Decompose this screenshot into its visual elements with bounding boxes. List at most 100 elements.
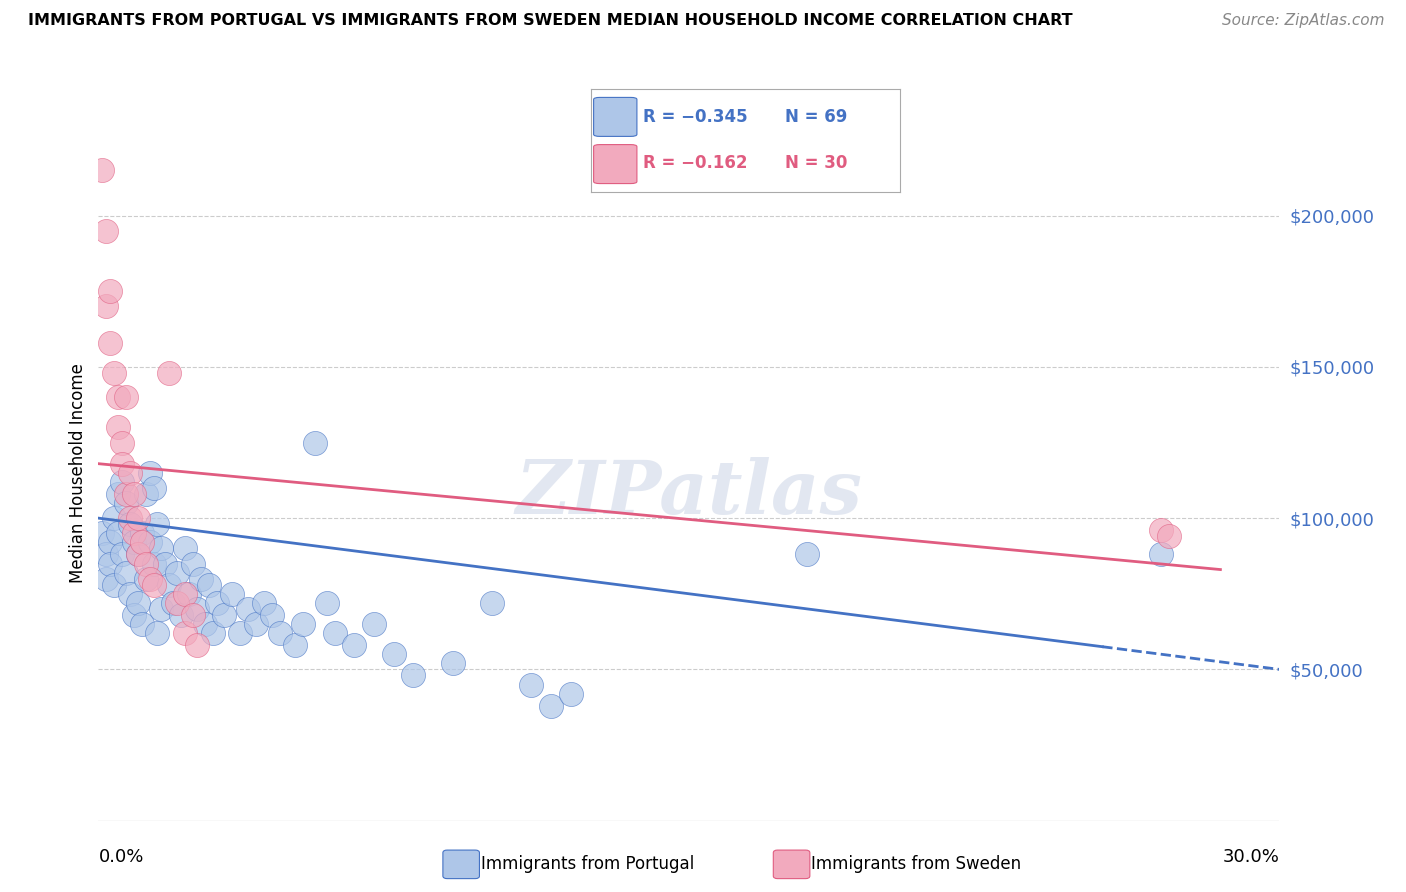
Text: IMMIGRANTS FROM PORTUGAL VS IMMIGRANTS FROM SWEDEN MEDIAN HOUSEHOLD INCOME CORRE: IMMIGRANTS FROM PORTUGAL VS IMMIGRANTS F…	[28, 13, 1073, 29]
Point	[560, 687, 582, 701]
Point	[111, 548, 134, 562]
Point	[135, 487, 157, 501]
Point	[315, 596, 337, 610]
Point	[127, 511, 149, 525]
Point	[107, 420, 129, 434]
Point	[131, 617, 153, 632]
Y-axis label: Median Household Income: Median Household Income	[69, 363, 87, 582]
Point	[118, 466, 141, 480]
Point	[138, 466, 160, 480]
Point	[103, 366, 125, 380]
Point	[127, 596, 149, 610]
Point	[135, 572, 157, 586]
Point	[1150, 523, 1173, 537]
Text: 30.0%: 30.0%	[1223, 848, 1279, 866]
Point	[343, 638, 366, 652]
Point	[402, 668, 425, 682]
Point	[796, 548, 818, 562]
Point	[115, 566, 138, 580]
Point	[127, 548, 149, 562]
Point	[103, 511, 125, 525]
Point	[98, 535, 121, 549]
Point	[142, 481, 165, 495]
Point	[131, 535, 153, 549]
Point	[98, 285, 121, 299]
Point	[229, 626, 252, 640]
Point	[115, 390, 138, 404]
Point	[363, 617, 385, 632]
Text: ZIPatlas: ZIPatlas	[516, 458, 862, 530]
Text: R = −0.345: R = −0.345	[643, 108, 748, 126]
Point	[166, 596, 188, 610]
Point	[441, 657, 464, 671]
Point	[166, 566, 188, 580]
FancyBboxPatch shape	[593, 145, 637, 184]
Point	[190, 572, 212, 586]
Point	[98, 335, 121, 350]
Point	[96, 224, 118, 238]
Point	[269, 626, 291, 640]
Point	[118, 517, 141, 532]
Point	[142, 557, 165, 571]
Point	[177, 587, 200, 601]
Point	[201, 626, 224, 640]
Point	[253, 596, 276, 610]
Point	[138, 572, 160, 586]
Point	[111, 475, 134, 489]
Point	[107, 526, 129, 541]
Point	[122, 526, 145, 541]
Point	[122, 607, 145, 622]
Point	[146, 626, 169, 640]
Point	[284, 638, 307, 652]
Point	[118, 511, 141, 525]
Point	[122, 535, 145, 549]
Point	[1159, 529, 1181, 543]
Point	[107, 390, 129, 404]
Text: Immigrants from Sweden: Immigrants from Sweden	[811, 855, 1021, 873]
Point	[127, 548, 149, 562]
Point	[481, 596, 503, 610]
Point	[107, 487, 129, 501]
Point	[96, 572, 118, 586]
Point	[1150, 548, 1173, 562]
Text: N = 30: N = 30	[786, 154, 848, 172]
Point	[382, 647, 405, 661]
Point	[194, 617, 217, 632]
Point	[155, 557, 177, 571]
Point	[157, 577, 180, 591]
Point	[111, 435, 134, 450]
Point	[205, 596, 228, 610]
Point	[115, 487, 138, 501]
Point	[186, 638, 208, 652]
Point	[135, 557, 157, 571]
Point	[170, 607, 193, 622]
Point	[174, 541, 197, 556]
Point	[115, 496, 138, 510]
Point	[304, 435, 326, 450]
FancyBboxPatch shape	[593, 97, 637, 136]
Point	[174, 626, 197, 640]
Text: 0.0%: 0.0%	[98, 848, 143, 866]
Point	[150, 602, 173, 616]
Point	[540, 698, 562, 713]
Point	[323, 626, 346, 640]
Point	[142, 577, 165, 591]
Point	[150, 541, 173, 556]
Point	[118, 587, 141, 601]
Point	[146, 517, 169, 532]
Point	[221, 587, 243, 601]
Point	[96, 548, 118, 562]
Point	[292, 617, 315, 632]
Point	[181, 557, 204, 571]
Point	[157, 366, 180, 380]
Point	[91, 163, 114, 178]
Text: N = 69: N = 69	[786, 108, 848, 126]
Point	[245, 617, 267, 632]
Point	[138, 535, 160, 549]
Point	[260, 607, 283, 622]
Point	[197, 577, 219, 591]
Point	[181, 607, 204, 622]
Point	[162, 596, 184, 610]
Point	[91, 526, 114, 541]
Text: R = −0.162: R = −0.162	[643, 154, 748, 172]
